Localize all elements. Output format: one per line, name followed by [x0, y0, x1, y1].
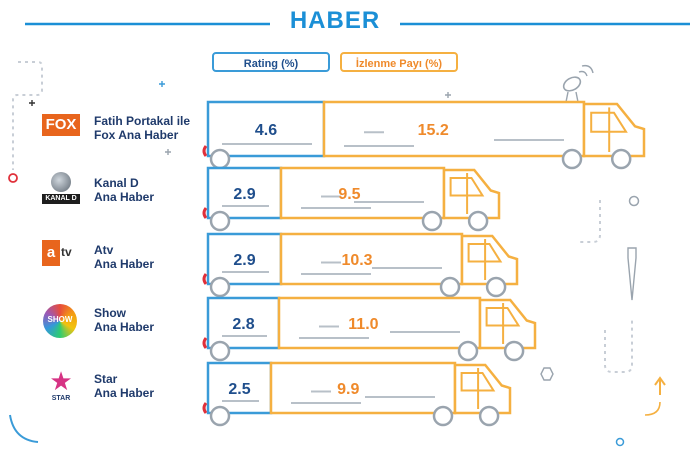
kanald-globe-icon	[51, 172, 71, 192]
izlenme-value-label: 15.2	[418, 122, 449, 139]
wheel	[457, 340, 479, 362]
wheel	[503, 340, 525, 362]
wheel	[432, 405, 454, 427]
truck-cab	[478, 298, 537, 350]
wheel	[421, 210, 443, 232]
wheel	[209, 276, 231, 298]
truck-cab	[442, 168, 501, 220]
show-logo: SHOW	[43, 304, 77, 338]
bar-rating	[206, 296, 281, 350]
wheel	[610, 148, 632, 170]
rating-value-label: 4.6	[255, 122, 277, 139]
dot-blue-bottom	[615, 437, 625, 447]
row-label: Atv Ana Haber	[94, 243, 155, 271]
arrow-up-icon	[654, 376, 666, 395]
tail-light	[202, 145, 208, 157]
plus-icon	[29, 100, 35, 106]
satellite-signal-icon	[565, 64, 594, 103]
row-label: Kanal D Ana Haber	[94, 176, 155, 204]
row-label: Star Ana Haber	[94, 372, 155, 400]
truck-cab	[582, 102, 646, 158]
kanald-logo: KANAL D	[42, 172, 80, 208]
star-logo: ★ STAR	[45, 368, 77, 406]
dot-red-left	[8, 173, 18, 183]
tie-icon	[627, 247, 637, 301]
wheel	[485, 276, 507, 298]
curve-accent-right	[644, 401, 661, 416]
bar-izlenme	[322, 100, 586, 158]
izlenme-value-label: 9.5	[338, 186, 360, 203]
bar-izlenme	[269, 361, 457, 415]
izlenme-value-label: 11.0	[348, 316, 378, 333]
tail-light	[202, 207, 208, 219]
wheel	[478, 405, 500, 427]
wheel	[467, 210, 489, 232]
curve-accent-left	[9, 414, 39, 443]
plus-icon	[165, 149, 171, 155]
wheel	[209, 405, 231, 427]
star-icon: ★	[49, 366, 73, 396]
wheel	[209, 340, 231, 362]
truck-window	[449, 177, 485, 197]
legend-izlenme: İzlenme Payı (%)	[340, 52, 458, 72]
izlenme-value-label: 9.9	[337, 381, 359, 398]
row-label: Fatih Portakal ile Fox Ana Haber	[94, 114, 191, 142]
dashed-path-right	[580, 200, 601, 243]
rating-value-label: 2.9	[233, 252, 255, 269]
dot-grey-right	[628, 195, 640, 207]
izlenme-value-label: 10.3	[341, 252, 372, 269]
plus-icon	[159, 81, 165, 87]
wheel	[439, 276, 461, 298]
wheel	[209, 210, 231, 232]
truck-window	[485, 307, 521, 327]
rating-value-label: 2.9	[233, 186, 255, 203]
rating-value-label: 2.5	[228, 381, 250, 398]
wheel	[561, 148, 583, 170]
bar-izlenme	[277, 296, 482, 350]
truck-window	[590, 111, 628, 133]
chart-title: HABER	[289, 7, 381, 34]
bar-izlenme	[279, 166, 446, 220]
atv-logo: a tv	[42, 240, 78, 266]
truck-window	[467, 243, 503, 263]
truck-cab	[460, 234, 519, 286]
bar-rating	[206, 232, 283, 286]
dashed-path-left	[12, 61, 43, 170]
wheel	[209, 148, 231, 170]
hexagon-icon	[540, 367, 554, 381]
tail-light	[202, 273, 208, 285]
plus-icon	[445, 92, 451, 98]
rating-value-label: 2.8	[232, 316, 254, 333]
tail-light	[202, 402, 208, 414]
dashed-path-right-low	[604, 320, 633, 373]
truck-window	[460, 372, 496, 392]
row-label: Show Ana Haber	[94, 306, 155, 334]
satellite-dish-icon	[562, 76, 582, 92]
bar-izlenme	[279, 232, 464, 286]
tail-light	[202, 337, 208, 349]
truck-cab	[453, 363, 512, 415]
legend-rating: Rating (%)	[212, 52, 330, 72]
fox-logo: FOX	[42, 114, 80, 136]
bar-rating	[206, 100, 326, 158]
